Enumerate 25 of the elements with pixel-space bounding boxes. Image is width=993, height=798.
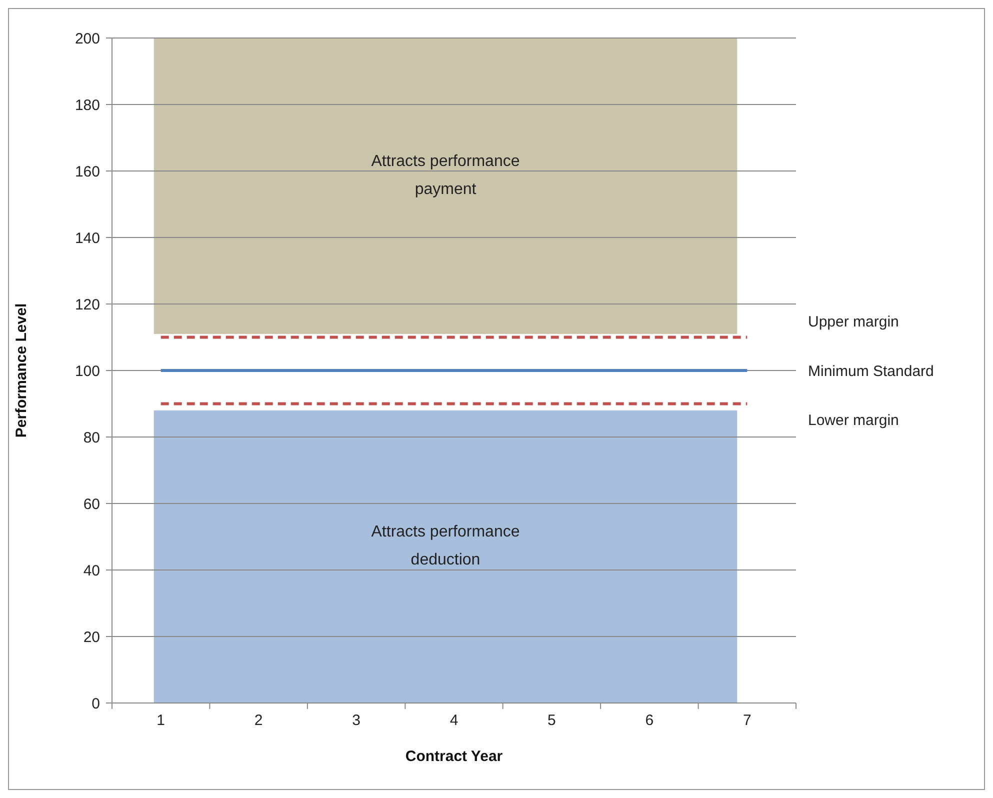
y-tick-label: 140 bbox=[74, 230, 100, 247]
y-tick-label: 60 bbox=[83, 496, 100, 513]
y-axis-title: Performance Level bbox=[13, 303, 30, 438]
y-tick-label: 40 bbox=[83, 562, 100, 580]
x-axis-title: Contract Year bbox=[405, 748, 503, 765]
y-tick-label: 80 bbox=[83, 429, 100, 446]
band-label: Attracts performance deduction bbox=[371, 524, 520, 569]
y-tick-label: 200 bbox=[74, 30, 100, 48]
text: Upper margin bbox=[808, 314, 899, 330]
x-tick-label: 6 bbox=[645, 712, 654, 729]
band-label: Attracts performance payment bbox=[371, 152, 520, 198]
text: Lower margin bbox=[808, 412, 899, 429]
y-tick-label: 160 bbox=[74, 163, 100, 180]
x-tick-label: 1 bbox=[156, 712, 166, 729]
x-tick-label: 2 bbox=[254, 712, 263, 729]
x-tick-label: 4 bbox=[450, 712, 458, 729]
text: Minimum Standard bbox=[808, 362, 934, 380]
y-tick-label: 120 bbox=[74, 296, 100, 314]
x-tick-label: 7 bbox=[742, 712, 752, 729]
y-tick-label: 180 bbox=[74, 96, 100, 114]
x-tick-label: 3 bbox=[352, 712, 360, 729]
x-tick-label: 5 bbox=[548, 712, 556, 729]
y-tick-label: 0 bbox=[92, 695, 100, 712]
y-tick-label: 100 bbox=[74, 362, 100, 380]
y-tick-label: 20 bbox=[83, 628, 100, 646]
